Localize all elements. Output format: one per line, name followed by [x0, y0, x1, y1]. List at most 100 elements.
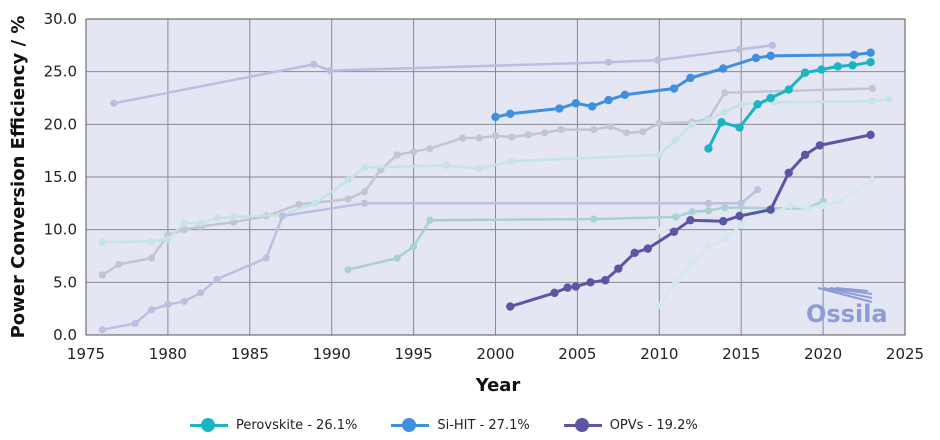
data-point	[735, 45, 744, 54]
data-point	[475, 134, 483, 142]
series-2	[506, 130, 875, 311]
x-tick-label: 2010	[640, 345, 678, 363]
y-tick-labels: 0.0 5.0 10.0 15.0 20.0 25.0 30.0	[44, 10, 77, 344]
data-point	[344, 176, 352, 184]
data-point	[866, 130, 875, 140]
legend-swatch	[190, 418, 228, 432]
data-point	[655, 151, 663, 159]
data-point	[98, 271, 106, 279]
data-point	[737, 199, 745, 207]
data-point	[311, 199, 319, 207]
y-axis-title: Power Conversion Efficiency / %	[8, 16, 29, 339]
data-point	[550, 288, 559, 298]
data-point	[737, 221, 745, 230]
y-tick-label: 0.0	[53, 326, 77, 344]
logo-text: Ossila	[806, 300, 888, 328]
highlighted-series	[491, 48, 875, 311]
x-tick-label: 1995	[395, 345, 433, 363]
data-point	[459, 134, 467, 142]
data-point	[850, 50, 859, 60]
data-point	[721, 203, 729, 212]
series-0	[704, 57, 875, 153]
data-point	[506, 109, 515, 119]
data-point	[110, 99, 118, 107]
data-point	[229, 213, 238, 221]
data-point	[587, 102, 597, 111]
data-point	[672, 278, 680, 286]
x-tick-label: 1980	[149, 345, 187, 363]
data-point	[866, 57, 875, 67]
data-point	[735, 211, 744, 221]
x-tick-label: 2015	[722, 345, 760, 363]
x-tick-label: 1975	[67, 345, 105, 363]
x-tick-label: 1990	[313, 345, 351, 363]
data-point	[655, 227, 663, 235]
data-point	[815, 141, 825, 150]
data-point	[295, 200, 303, 208]
background-series-2	[98, 95, 893, 246]
data-point	[326, 67, 334, 75]
data-point	[704, 207, 713, 215]
data-point	[606, 122, 614, 131]
data-point	[147, 306, 156, 314]
y-tick-label: 30.0	[44, 10, 77, 28]
data-point	[768, 41, 776, 49]
data-point	[180, 226, 188, 234]
data-point	[639, 128, 647, 136]
data-point	[601, 276, 610, 285]
data-point	[655, 119, 663, 127]
data-point	[639, 232, 647, 240]
x-tick-label: 2000	[476, 345, 514, 363]
data-point	[491, 132, 500, 140]
data-point	[115, 260, 123, 269]
data-point	[721, 89, 729, 97]
data-point	[766, 205, 775, 214]
data-point	[555, 104, 564, 113]
background-series-0	[110, 41, 776, 107]
data-point	[717, 118, 726, 127]
data-point	[704, 144, 713, 153]
data-point	[508, 157, 516, 165]
legend-swatch-dot	[574, 418, 589, 432]
data-point	[800, 150, 810, 160]
x-tick-label: 2005	[558, 345, 596, 363]
data-point	[506, 302, 515, 311]
series-1	[491, 48, 875, 122]
data-point	[753, 100, 762, 109]
data-point	[784, 168, 793, 177]
data-point	[718, 64, 728, 73]
y-tick-label: 5.0	[53, 273, 77, 291]
data-point	[131, 319, 139, 328]
y-tick-label: 25.0	[44, 63, 77, 81]
data-point	[213, 275, 221, 283]
data-point	[344, 195, 352, 203]
data-point	[630, 248, 639, 258]
data-point	[800, 68, 810, 77]
data-point	[557, 126, 565, 134]
y-tick-label: 15.0	[44, 168, 77, 186]
background-series-3	[98, 186, 762, 334]
data-point	[590, 215, 598, 223]
data-point	[672, 136, 680, 144]
y-tick-label: 10.0	[44, 221, 77, 239]
data-point	[721, 108, 729, 116]
data-point	[753, 186, 762, 194]
legend-swatch	[563, 418, 602, 432]
legend-item: Si-HIT - 27.1%	[391, 418, 530, 433]
data-point	[213, 214, 221, 222]
data-point	[721, 235, 729, 243]
legend: Perovskite - 26.1% Si-HIT - 27.1% OPVs - 1…	[190, 414, 790, 436]
data-point	[310, 60, 318, 68]
data-point	[197, 289, 205, 297]
data-point	[686, 215, 695, 225]
x-tick-label: 1985	[231, 345, 269, 363]
data-point	[98, 238, 106, 246]
data-point	[803, 205, 811, 213]
data-point	[524, 131, 532, 139]
data-point	[426, 144, 434, 153]
data-point	[604, 58, 613, 66]
data-point	[704, 116, 713, 124]
data-point	[586, 278, 595, 287]
data-point	[766, 93, 775, 103]
